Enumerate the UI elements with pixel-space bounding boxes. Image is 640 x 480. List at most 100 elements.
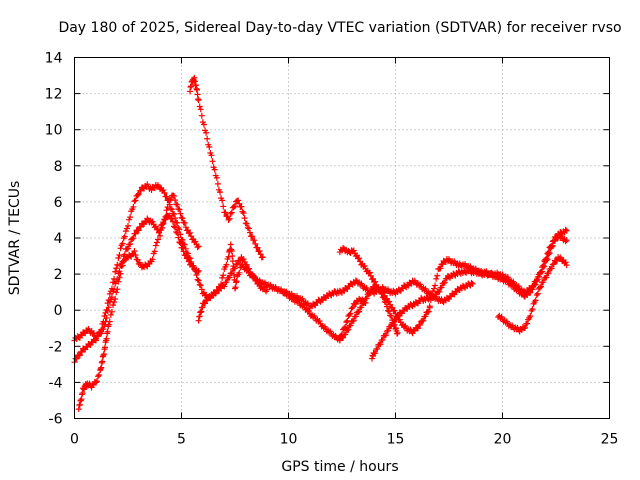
data-point	[132, 252, 139, 259]
data-point	[115, 255, 122, 262]
data-point	[441, 279, 448, 286]
data-point	[160, 220, 167, 227]
data-point	[126, 216, 133, 223]
data-point	[198, 112, 205, 119]
data-point	[361, 262, 368, 269]
data-point	[562, 238, 569, 245]
x-tick-label: 5	[177, 432, 186, 448]
data-point	[114, 286, 121, 293]
data-point	[165, 197, 172, 204]
x-tick-label: 15	[387, 432, 405, 448]
data-point	[252, 240, 259, 247]
data-point	[204, 135, 211, 142]
data-point	[125, 222, 131, 229]
data-point	[536, 284, 543, 291]
series-arc-10	[426, 232, 570, 310]
data-point	[342, 323, 349, 330]
data-point	[372, 278, 379, 285]
data-point	[377, 341, 384, 348]
data-point	[179, 236, 186, 243]
data-point	[161, 189, 168, 196]
y-tick-label: -4	[49, 375, 63, 391]
data-point	[119, 240, 126, 247]
data-point	[196, 103, 203, 110]
data-point	[358, 304, 365, 311]
series-arc-7	[336, 295, 369, 344]
y-tick-label: 0	[54, 303, 63, 319]
data-point	[175, 234, 182, 241]
data-point	[264, 286, 271, 293]
data-point	[163, 193, 170, 200]
data-point	[129, 235, 136, 242]
data-point	[95, 333, 102, 340]
data-point	[127, 241, 134, 248]
data-point	[117, 270, 124, 277]
data-point	[422, 313, 429, 320]
data-point	[149, 256, 156, 263]
data-point	[202, 300, 209, 307]
data-point	[121, 233, 128, 240]
data-point	[107, 311, 114, 318]
data-point	[378, 290, 385, 297]
data-point	[105, 321, 112, 328]
data-point	[137, 187, 144, 194]
data-point	[218, 281, 225, 288]
data-point	[259, 254, 266, 261]
data-point	[232, 203, 238, 210]
data-point	[179, 244, 186, 251]
data-point	[169, 218, 176, 225]
data-point	[160, 187, 167, 194]
data-point	[222, 209, 229, 216]
data-point	[117, 245, 124, 252]
data-point	[305, 308, 312, 315]
data-point	[115, 278, 122, 285]
data-point	[228, 247, 235, 254]
data-point	[157, 226, 164, 233]
data-point	[113, 289, 120, 296]
data-point	[217, 283, 224, 290]
data-point	[176, 226, 183, 233]
data-point	[123, 225, 130, 232]
data-point	[195, 97, 202, 104]
data-point	[562, 259, 569, 266]
data-point	[192, 238, 199, 245]
data-point	[101, 312, 108, 319]
series-arc-6	[281, 283, 433, 343]
data-point	[214, 180, 221, 187]
data-point	[241, 215, 248, 222]
data-point	[385, 327, 392, 334]
data-point	[119, 262, 126, 269]
data-point	[346, 311, 353, 318]
data-point	[541, 263, 548, 270]
data-point	[340, 244, 347, 251]
data-point	[366, 269, 373, 276]
data-point	[238, 203, 245, 210]
data-point	[101, 344, 108, 351]
data-point	[341, 325, 348, 332]
data-point	[174, 201, 181, 208]
data-point	[240, 256, 247, 263]
data-point	[206, 144, 213, 151]
data-point	[168, 215, 175, 222]
data-point	[102, 309, 109, 316]
data-point	[391, 307, 398, 314]
data-point	[108, 294, 115, 301]
data-point	[530, 282, 537, 289]
data-point	[131, 247, 138, 254]
data-point	[246, 229, 253, 236]
series-arc-4	[187, 74, 266, 261]
data-point	[179, 215, 186, 222]
data-point	[227, 210, 234, 217]
data-point	[366, 290, 373, 297]
data-point	[209, 158, 216, 165]
data-point	[549, 242, 556, 249]
data-point	[187, 229, 194, 236]
data-point	[130, 203, 137, 210]
y-tick-label: 14	[45, 51, 63, 67]
data-point	[114, 261, 121, 268]
data-point	[132, 197, 139, 204]
data-point	[104, 300, 111, 307]
data-point	[469, 280, 476, 287]
data-point	[251, 237, 258, 244]
data-point	[535, 273, 542, 280]
